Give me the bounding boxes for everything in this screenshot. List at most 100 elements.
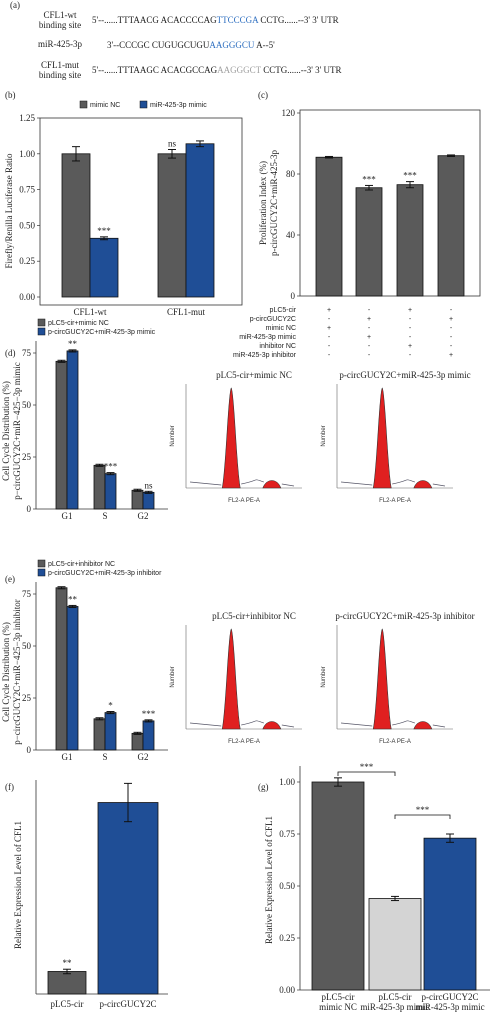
legend-label: pLC5-cir+mimic NC	[48, 320, 109, 327]
x-tick-label: CFL1-mut	[167, 307, 206, 317]
y-tick-label: 0.50	[19, 220, 35, 230]
x-tick-label: CFL1-wt	[73, 307, 107, 317]
histogram-x-label: FL2-A PE-A	[228, 739, 260, 745]
bar	[55, 360, 68, 510]
bar	[61, 153, 91, 298]
y-tick-label: 80	[286, 169, 296, 179]
y-axis-label: Number	[321, 666, 327, 687]
condition-row-label: pLC5-cir	[270, 307, 297, 314]
significance-label: **	[63, 958, 73, 968]
legend-label: pLC5-cir+inhibitor NC	[48, 561, 115, 568]
bar	[437, 155, 465, 297]
g2-peak	[413, 480, 433, 489]
legend-swatch	[37, 318, 46, 327]
y-tick-label: 0.00	[279, 985, 295, 995]
histogram-outline	[340, 479, 446, 487]
seq-text: 5'--......TTTAACG ACACCCCAGTTCCCGA CCTG.…	[92, 15, 339, 25]
g2-peak	[413, 721, 433, 730]
condition-row-label: p-circGUCY2C	[250, 316, 296, 323]
x-tick-label: p-circGUCY2C	[100, 999, 157, 1009]
bar	[355, 187, 383, 297]
condition-mark: +	[327, 325, 331, 332]
bar	[89, 237, 119, 298]
condition-mark: +	[408, 343, 412, 350]
seq-name: CFL1-mut	[41, 60, 80, 70]
y-tick-label: 0.50	[279, 881, 295, 891]
condition-mark: +	[449, 352, 453, 359]
legend-swatch	[37, 568, 46, 577]
y-axis-label: p-circGUCY2C+miR-425-3p	[269, 149, 279, 256]
y-tick-label: 0	[27, 504, 32, 514]
y-axis-label: Proliferation Index (%)	[258, 161, 268, 245]
panel-b-chart: (b) mimic NC miR-425-3p mimic 0.00 0.25 0.50 0…	[4, 90, 243, 317]
panel-f-chart: (f) Relative Expression Level of CFL1 ** pL…	[5, 780, 168, 1009]
x-tick-label-line1: p-circGUCY2C	[422, 992, 479, 1002]
g1-peak	[372, 628, 392, 730]
significance-label: ns	[144, 480, 153, 490]
bar	[93, 464, 106, 510]
condition-mark: -	[450, 343, 453, 350]
legend-label: miR-425-3p mimic	[150, 102, 207, 109]
bar	[66, 606, 79, 751]
condition-mark: -	[450, 334, 453, 341]
x-tick-label: S	[102, 752, 107, 762]
condition-mark: -	[409, 325, 412, 332]
condition-mark: -	[368, 352, 371, 359]
g1-peak	[221, 387, 241, 489]
y-tick-label: 0.75	[19, 185, 35, 195]
plot-frame	[39, 117, 243, 306]
significance-label: **	[68, 594, 78, 604]
x-tick-label-line2: miR-425-3p mimic	[360, 1002, 429, 1012]
significance-bracket	[337, 771, 396, 776]
panel-f-label: (f)	[5, 782, 14, 792]
y-tick-label: 0.00	[19, 292, 35, 302]
x-tick-label: G1	[62, 511, 73, 521]
legend-swatch	[37, 327, 46, 336]
seq-text: 3'--CCCGC CUGUGCUGUAAGGGCU A--5'	[107, 40, 275, 50]
histogram-title: p-circGUCY2C+miR-425-3p inhibitor	[335, 611, 474, 621]
significance-label: ***	[416, 805, 430, 815]
significance-label: ***	[362, 174, 376, 184]
g1-peak	[221, 628, 241, 730]
y-axis-label: Cell Cycle Distribution (%)	[1, 381, 11, 481]
histogram-outline	[189, 479, 295, 487]
significance-label: **	[68, 339, 78, 349]
legend-swatch	[139, 100, 148, 109]
condition-mark: -	[328, 352, 331, 359]
condition-mark: +	[327, 307, 331, 314]
y-tick-label: 50	[22, 400, 32, 410]
histogram-title: p-circGUCY2C+miR-425-3p mimic	[339, 370, 470, 380]
significance-label: ***	[104, 462, 118, 472]
panel-a-label: (a)	[10, 0, 20, 10]
y-tick-label: 75	[22, 348, 32, 358]
condition-mark: -	[409, 334, 412, 341]
condition-mark: -	[368, 307, 371, 314]
bar	[423, 837, 477, 991]
condition-mark: -	[450, 307, 453, 314]
y-tick-label: 25	[22, 452, 32, 462]
y-axis-label: Firefly/Renilla Luciferase Ratio	[4, 153, 14, 268]
bar	[104, 473, 117, 510]
plot-frame	[299, 109, 481, 297]
y-tick-label: 1.25	[19, 113, 35, 123]
x-tick-label-line1: pLC5-cir	[322, 992, 355, 1002]
x-tick-label: G2	[138, 752, 149, 762]
y-tick-label: 75	[22, 589, 32, 599]
bar	[97, 802, 159, 995]
histogram-title: pLC5-cir+mimic NC	[216, 370, 292, 380]
seq-name: miR-425-3p	[38, 39, 82, 49]
y-axis-label: p−circGUCY2C+miR−425−3p mimic	[12, 362, 22, 500]
y-axis-label: Number	[170, 425, 176, 446]
bar	[142, 491, 155, 510]
condition-row-label: miR-425-3p inhibitor	[233, 352, 297, 359]
g1-peak	[372, 387, 392, 489]
condition-mark: -	[328, 334, 331, 341]
bar	[47, 971, 87, 995]
panel-label: (e)	[5, 574, 15, 584]
bar	[131, 732, 144, 751]
bar	[66, 350, 79, 510]
seq-name-sub: binding site	[39, 70, 81, 80]
histogram-title: pLC5-cir+inhibitor NC	[212, 611, 296, 621]
